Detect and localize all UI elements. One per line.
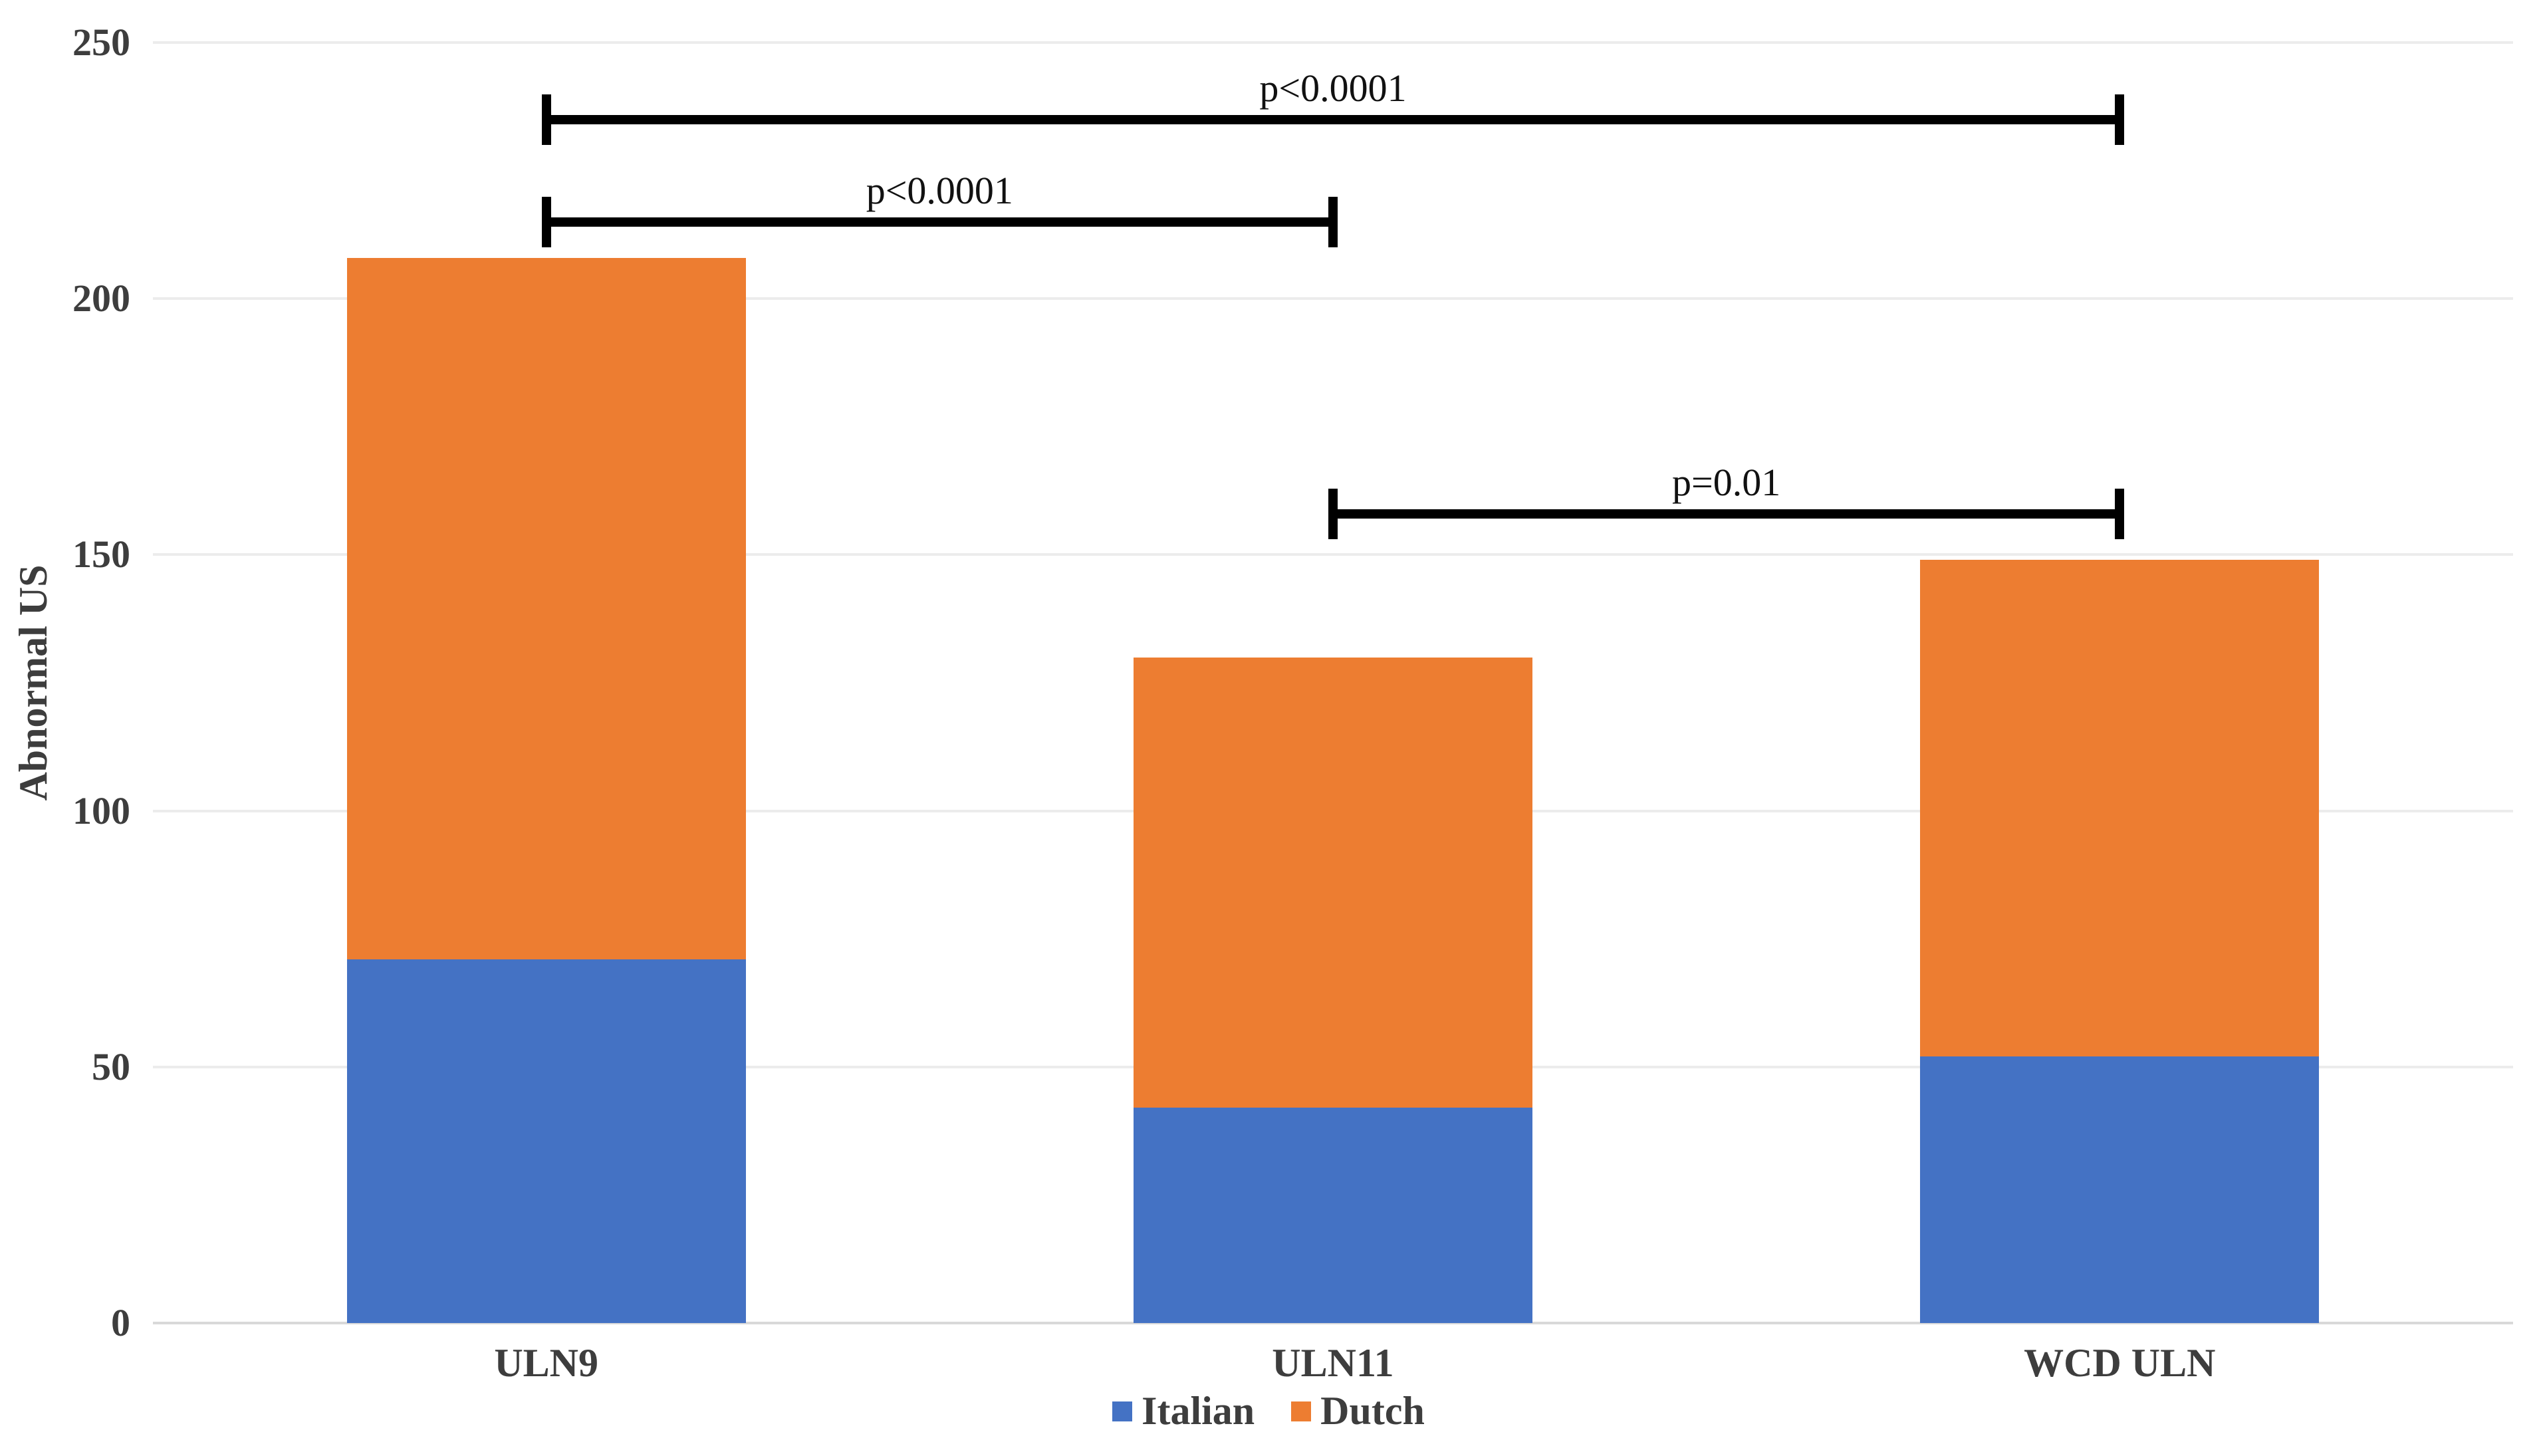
gridline-200 [153, 297, 2513, 301]
chart-legend: Italian Dutch [0, 1388, 2537, 1434]
significance-p-value-label-0: p<0.0001 [1259, 66, 1407, 110]
legend-swatch-dutch [1291, 1401, 1312, 1421]
y-tick-label-50: 50 [92, 1044, 130, 1088]
bar-segment-italian-uln11 [1134, 1108, 1532, 1323]
bar-segment-dutch-uln9 [346, 257, 746, 960]
gridline-150 [153, 553, 2513, 556]
y-axis-title: Abnormal US [11, 564, 55, 801]
y-tick-label-200: 200 [72, 277, 130, 320]
significance-p-value-label-1: p<0.0001 [866, 168, 1013, 212]
significance-bracket-cap-1-1 [1328, 196, 1338, 247]
y-tick-label-100: 100 [72, 789, 130, 832]
significance-bracket-line-0 [546, 114, 2120, 124]
legend-item-italian: Italian [1112, 1388, 1255, 1434]
y-tick-label-150: 150 [72, 533, 130, 576]
significance-bracket-cap-2-0 [1328, 488, 1338, 539]
x-category-label-uln9: ULN9 [494, 1341, 598, 1385]
bar-segment-italian-uln9 [346, 959, 746, 1323]
significance-bracket-line-2 [1333, 509, 2120, 519]
y-tick-label-250: 250 [72, 21, 130, 64]
significance-bracket-line-1 [546, 217, 1333, 227]
significance-bracket-cap-2-1 [2115, 488, 2125, 539]
legend-swatch-italian [1112, 1401, 1133, 1421]
gridline-0 [153, 1322, 2513, 1324]
bar-segment-dutch-wcd-uln [1920, 560, 2320, 1057]
significance-p-value-label-2: p=0.01 [1672, 460, 1781, 504]
plot-area [153, 41, 2513, 1324]
bar-segment-italian-wcd-uln [1920, 1056, 2320, 1323]
significance-bracket-cap-0-1 [2115, 94, 2125, 145]
x-category-label-wcd-uln: WCD ULN [2024, 1341, 2216, 1385]
legend-label-dutch: Dutch [1320, 1389, 1425, 1433]
x-category-label-uln11: ULN11 [1272, 1341, 1394, 1385]
y-tick-label-0: 0 [111, 1301, 130, 1344]
legend-label-italian: Italian [1142, 1389, 1255, 1433]
gridline-250 [153, 41, 2513, 44]
significance-bracket-cap-1-0 [541, 196, 551, 247]
significance-bracket-cap-0-0 [541, 94, 551, 145]
bar-segment-dutch-uln11 [1134, 657, 1532, 1108]
legend-item-dutch: Dutch [1291, 1388, 1425, 1434]
